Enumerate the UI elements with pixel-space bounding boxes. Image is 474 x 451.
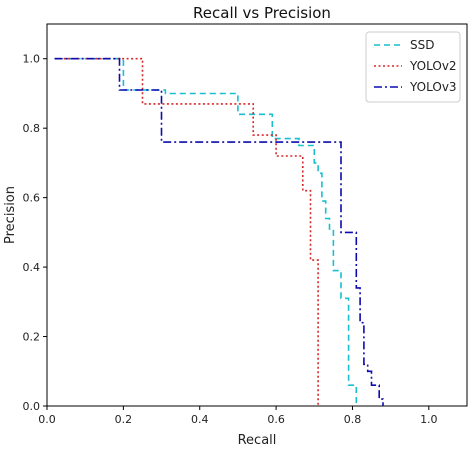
x-tick-label: 1.0 — [420, 413, 438, 426]
y-tick-label: 0.2 — [23, 331, 41, 344]
y-tick-label: 0.0 — [23, 400, 41, 413]
y-tick-label: 0.6 — [23, 192, 41, 205]
x-axis-label: Recall — [238, 433, 277, 448]
y-tick-label: 1.0 — [23, 53, 41, 66]
chart-title: Recall vs Precision — [193, 4, 331, 22]
legend-box — [365, 31, 461, 103]
legend-label-yolov2: YOLOv2 — [409, 59, 457, 73]
x-tick-label: 0.0 — [38, 413, 56, 426]
legend-label-ssd: SSD — [410, 38, 434, 52]
series-line-ssd — [54, 57, 358, 406]
x-tick-label: 0.8 — [344, 413, 362, 426]
y-tick-label: 0.4 — [23, 261, 41, 274]
y-tick-label: 0.8 — [23, 122, 41, 135]
y-axis-label: Precision — [3, 186, 18, 244]
x-tick-label: 0.6 — [267, 413, 285, 426]
legend: SSD YOLOv2 YOLOv3 — [365, 31, 461, 103]
series-layer — [54, 57, 384, 406]
x-tick-label: 0.4 — [191, 413, 209, 426]
x-axis: 0.0 0.2 0.4 0.6 0.8 1.0 — [38, 406, 438, 426]
series-line-yolov3 — [54, 57, 384, 406]
x-tick-label: 0.2 — [115, 413, 133, 426]
y-axis: 0.0 0.2 0.4 0.6 0.8 1.0 — [23, 53, 47, 413]
legend-label-yolov3: YOLOv3 — [409, 80, 457, 94]
